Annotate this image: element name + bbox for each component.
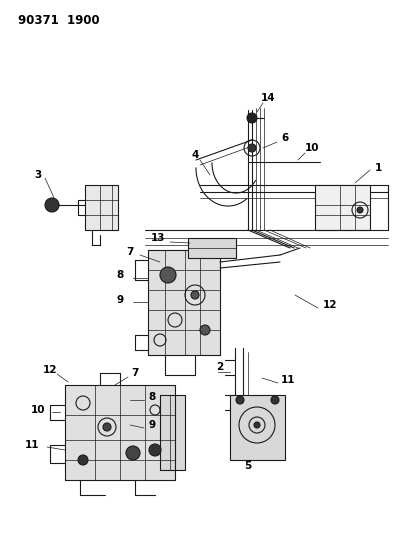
Text: 11: 11 xyxy=(281,375,295,385)
Text: 9: 9 xyxy=(148,420,156,430)
Polygon shape xyxy=(85,185,118,230)
Circle shape xyxy=(200,325,210,335)
Bar xyxy=(315,185,370,230)
Text: 6: 6 xyxy=(281,133,289,143)
Circle shape xyxy=(149,444,161,456)
Polygon shape xyxy=(148,250,220,355)
Text: 12: 12 xyxy=(323,300,337,310)
Circle shape xyxy=(271,396,279,404)
Circle shape xyxy=(254,422,260,428)
Text: 90371  1900: 90371 1900 xyxy=(18,14,100,27)
Polygon shape xyxy=(160,395,185,470)
Circle shape xyxy=(45,198,59,212)
Text: 13: 13 xyxy=(151,233,165,243)
Text: 7: 7 xyxy=(131,368,139,378)
Text: 1: 1 xyxy=(375,163,382,173)
Text: 10: 10 xyxy=(31,405,45,415)
Text: 9: 9 xyxy=(117,295,123,305)
Text: 10: 10 xyxy=(305,143,319,153)
Text: 2: 2 xyxy=(217,362,224,372)
Text: 11: 11 xyxy=(25,440,39,450)
Text: 4: 4 xyxy=(191,150,199,160)
Circle shape xyxy=(247,113,257,123)
Text: 5: 5 xyxy=(244,461,252,471)
Polygon shape xyxy=(65,385,175,480)
Text: 8: 8 xyxy=(116,270,124,280)
Text: 7: 7 xyxy=(126,247,134,257)
Text: 12: 12 xyxy=(43,365,57,375)
Circle shape xyxy=(191,291,199,299)
Circle shape xyxy=(357,207,363,213)
Circle shape xyxy=(126,446,140,460)
Circle shape xyxy=(236,396,244,404)
Circle shape xyxy=(103,423,111,431)
Circle shape xyxy=(78,455,88,465)
Text: 14: 14 xyxy=(261,93,275,103)
Circle shape xyxy=(160,267,176,283)
Text: 3: 3 xyxy=(34,170,42,180)
Bar xyxy=(230,395,285,460)
Bar xyxy=(188,238,236,258)
Circle shape xyxy=(248,144,256,152)
Text: 8: 8 xyxy=(148,392,156,402)
